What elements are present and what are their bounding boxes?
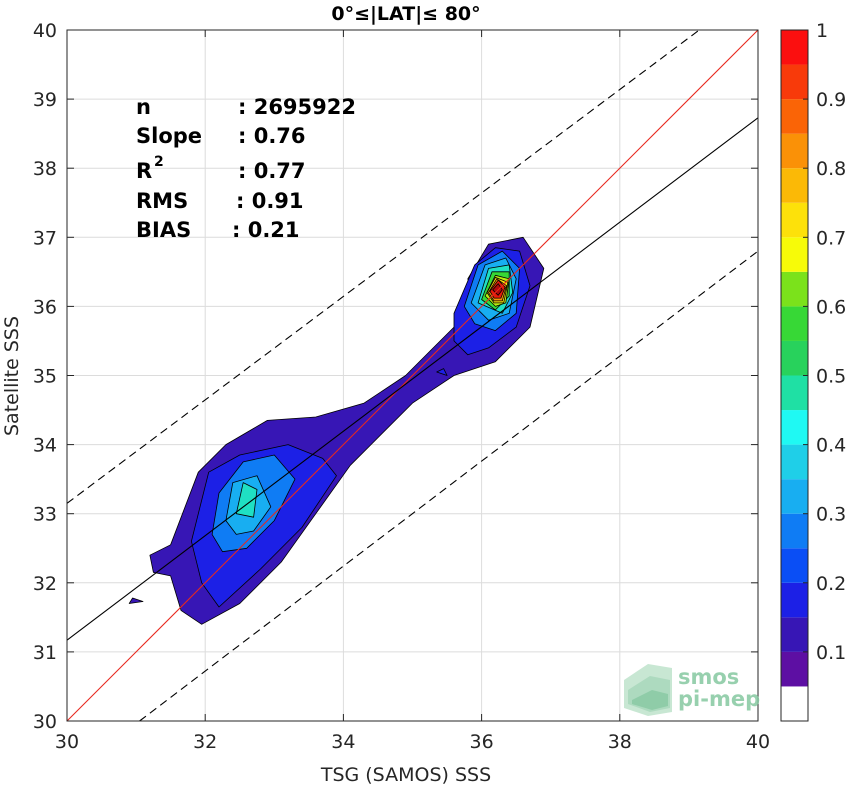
x-tick-label: 34	[331, 731, 355, 753]
axes	[66, 29, 759, 722]
colorbar-band	[781, 64, 808, 100]
regression-line	[66, 117, 759, 641]
y-tick-label: 40	[33, 20, 57, 42]
statistics-box: n : 2695922 Slope : 0.76 R 2 : 0.77 RMS …	[136, 95, 356, 242]
upper-bound-line	[66, 29, 700, 504]
colorbar-band	[781, 133, 808, 169]
y-tick-label: 35	[33, 366, 57, 388]
colorbar	[780, 29, 809, 722]
stat-bias-label: BIAS	[136, 218, 191, 242]
colorbar-band	[781, 444, 808, 480]
colorbar-band	[781, 513, 808, 549]
y-tick-label: 31	[33, 642, 57, 664]
stat-n-label: n	[136, 95, 151, 119]
logo-text-line1: smos	[678, 665, 739, 689]
y-tick-label: 39	[33, 89, 57, 111]
density-contour-0.05	[128, 597, 144, 604]
colorbar-band	[781, 651, 808, 687]
logo-mark-icon	[624, 664, 672, 716]
density-contour-0.1	[436, 368, 448, 376]
colorbar-band	[781, 582, 808, 618]
smos-pi-mep-logo: smos pi-mep	[624, 664, 760, 716]
colorbar-band	[781, 548, 808, 583]
colorbar-band	[781, 99, 808, 134]
colorbar-band	[781, 271, 808, 307]
colorbar-tick-labels: 0.1 0.2 0.3 0.4 0.5 0.6 0.7 0.8 0.9 1	[816, 20, 846, 664]
colorbar-tick-label: 0.9	[816, 89, 846, 111]
y-tick-label: 37	[33, 227, 57, 249]
density-contours	[128, 236, 545, 625]
stat-slope-label: Slope	[136, 124, 202, 148]
y-tick-label: 38	[33, 158, 57, 180]
stat-n-value: : 2695922	[238, 95, 356, 119]
x-tick-labels: 30 32 34 36 38 40	[55, 731, 770, 753]
colorbar-band	[781, 617, 808, 652]
y-tick-labels: 30 31 32 33 34 35 36 37 38 39 40	[33, 20, 57, 733]
x-tick-label: 40	[746, 731, 770, 753]
colorbar-band	[781, 237, 808, 272]
colorbar-band	[781, 686, 808, 721]
stat-rms-value: : 0.91	[236, 189, 304, 213]
density-contour-0.95	[492, 283, 503, 296]
x-axis-label: TSG (SAMOS) SSS	[320, 764, 491, 786]
colorbar-band	[781, 168, 808, 203]
colorbar-band	[781, 30, 808, 65]
colorbar-band	[781, 202, 808, 238]
y-tick-label: 30	[33, 711, 57, 733]
stat-bias-value: : 0.21	[232, 218, 300, 242]
axes-frame	[66, 29, 759, 722]
logo-text-line2: pi-mep	[678, 687, 760, 711]
stat-slope-value: : 0.76	[238, 124, 306, 148]
y-tick-label: 32	[33, 573, 57, 595]
colorbar-band	[781, 340, 808, 376]
stat-rms-label: RMS	[136, 189, 188, 213]
x-tick-label: 36	[470, 731, 494, 753]
y-axis-label: Satellite SSS	[1, 316, 23, 436]
colorbar-tick-label: 0.8	[816, 158, 846, 180]
colorbar-band	[781, 410, 808, 445]
chart-title: 0°≤|LAT|≤ 80°	[331, 3, 480, 25]
y-tick-label: 33	[33, 504, 57, 526]
colorbar-band	[781, 375, 808, 411]
colorbar-tick-label: 0.6	[816, 296, 846, 318]
one-to-one-line	[66, 29, 759, 722]
x-tick-label: 38	[608, 731, 632, 753]
colorbar-tick-label: 0.4	[816, 435, 846, 457]
y-tick-label: 36	[33, 296, 57, 318]
stat-r2-label: R	[136, 159, 152, 183]
colorbar-tick-label: 0.1	[816, 642, 846, 664]
colorbar-tick-label: 0.7	[816, 227, 846, 249]
colorbar-tick-label: 0.2	[816, 573, 846, 595]
x-tick-label: 30	[55, 731, 79, 753]
colorbar-tick-label: 1	[816, 20, 828, 42]
colorbar-band	[781, 479, 808, 514]
reference-lines	[66, 29, 759, 722]
y-tick-label: 34	[33, 435, 57, 457]
colorbar-tick-label: 0.3	[816, 504, 846, 526]
colorbar-tick-label: 0.5	[816, 366, 846, 388]
stat-r2-value: : 0.77	[238, 159, 306, 183]
x-tick-label: 32	[193, 731, 217, 753]
colorbar-band	[781, 306, 808, 341]
stat-r2-superscript: 2	[154, 154, 164, 170]
